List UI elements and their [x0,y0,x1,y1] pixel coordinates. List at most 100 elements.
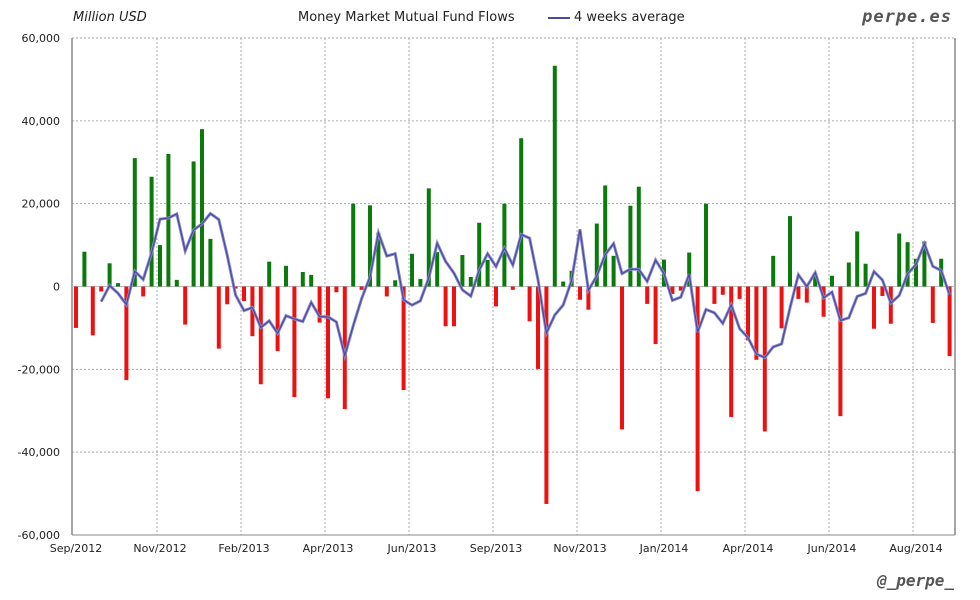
bar [418,279,423,287]
x-tick-label: Apr/2014 [723,542,774,555]
chart-title: Money Market Mutual Fund Flows [298,10,515,25]
bar [922,241,927,287]
bar [796,286,801,299]
bar [342,286,347,410]
bar [275,286,280,352]
bar [863,263,868,287]
bar [309,274,314,287]
bar [351,203,356,287]
bar [594,223,599,287]
x-tick-label: Sep/2012 [50,542,102,555]
bar [636,186,641,287]
bar [334,286,339,293]
bar [510,286,515,290]
x-tick-label: Apr/2013 [303,542,354,555]
bar [729,286,734,417]
bar [712,286,717,304]
bar [695,286,700,492]
bar [771,255,776,287]
bar [897,233,902,287]
bar [603,185,608,287]
bar [82,251,87,287]
bar [746,286,750,341]
bar [947,286,952,357]
bar [242,286,246,301]
bar [838,286,843,417]
bar [141,286,146,297]
bar [452,286,456,327]
bar [485,259,490,287]
bar [914,258,918,287]
bar [804,286,809,303]
bar [74,286,78,328]
bar [460,255,465,287]
bar [544,286,549,504]
bar [527,286,532,322]
y-unit-label: Million USD [73,10,147,25]
bar [872,286,876,329]
bar [166,153,171,287]
bar [645,286,650,304]
bar [384,286,389,297]
bar [552,65,557,287]
average-line-halo [99,211,952,362]
x-tick-label: Jun/2014 [807,542,857,555]
bar [788,216,792,287]
bar [830,275,834,287]
bar [426,188,431,287]
y-tick-label: 40,000 [22,115,61,128]
legend-label: 4 weeks average [574,10,685,25]
bar [393,280,398,287]
bar [880,286,885,297]
bar [258,286,263,385]
y-tick-label: 0 [53,281,60,294]
bar [930,286,935,323]
bar [720,286,725,295]
y-tick-label: -20,000 [18,363,60,376]
bar [401,286,406,391]
bar [326,286,330,399]
bar [468,276,473,287]
bar [149,176,154,287]
bar [292,286,297,398]
bar [687,252,692,287]
bar [628,205,633,287]
bar [813,273,818,287]
legend-line-swatch [548,16,570,19]
bar [586,286,591,310]
bar [611,255,616,287]
twitter-handle: @_perpe_ [876,571,954,590]
bar [519,138,524,287]
bar [821,286,826,317]
brand-watermark: perpe.es [862,7,952,27]
bar [435,252,440,287]
bar [233,286,238,289]
bar [174,279,179,287]
bar [116,283,120,287]
bar [267,261,272,287]
bar [225,286,230,305]
bar [578,286,582,300]
bar [376,232,381,287]
x-tick-label: Nov/2013 [553,542,606,555]
bar [443,286,448,327]
bar [620,286,624,430]
bar [208,238,213,287]
bar [779,286,784,329]
bar [158,245,162,287]
bar [670,286,675,294]
bar [132,158,137,287]
bar [477,222,482,287]
x-tick-label: Jun/2013 [387,542,437,555]
bar [888,286,893,324]
y-tick-label: -60,000 [18,529,60,542]
bar [300,272,305,287]
x-tick-label: Aug/2014 [889,542,942,555]
bar [200,129,204,287]
x-tick-label: Feb/2013 [218,542,269,555]
y-tick-label: 20,000 [22,198,61,211]
bar [90,286,95,336]
bar [284,265,288,287]
bar [183,286,188,325]
y-tick-label: -40,000 [18,446,60,459]
